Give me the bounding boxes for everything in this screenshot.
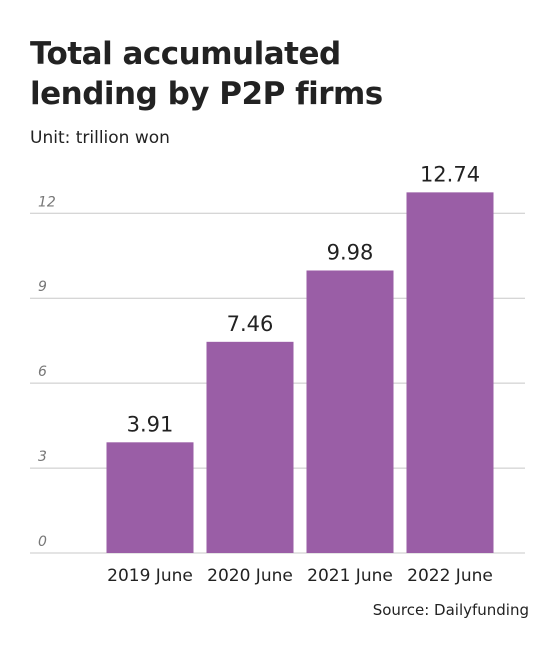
chart-subtitle: Unit: trillion won <box>30 128 170 148</box>
y-tick-label: 3 <box>38 449 47 465</box>
source-note: Source: Dailyfunding <box>372 601 529 619</box>
x-tick-label: 2019 June <box>107 566 193 586</box>
bar <box>306 270 394 553</box>
bar <box>406 192 494 554</box>
chart-title: Total accumulated lending by P2P firms <box>30 36 383 112</box>
y-tick-label: 0 <box>38 534 47 550</box>
value-label: 3.91 <box>127 412 174 436</box>
bar <box>106 442 194 553</box>
x-tick-label: 2020 June <box>207 566 293 586</box>
bar <box>206 341 294 553</box>
y-tick-label: 12 <box>38 194 56 210</box>
value-label: 9.98 <box>327 240 374 264</box>
value-label: 7.46 <box>227 312 274 336</box>
x-tick-label: 2021 June <box>307 566 393 586</box>
y-tick-label: 9 <box>38 279 47 295</box>
x-tick-label: 2022 June <box>407 566 493 586</box>
value-label: 12.74 <box>420 162 480 186</box>
y-tick-label: 6 <box>38 364 47 380</box>
